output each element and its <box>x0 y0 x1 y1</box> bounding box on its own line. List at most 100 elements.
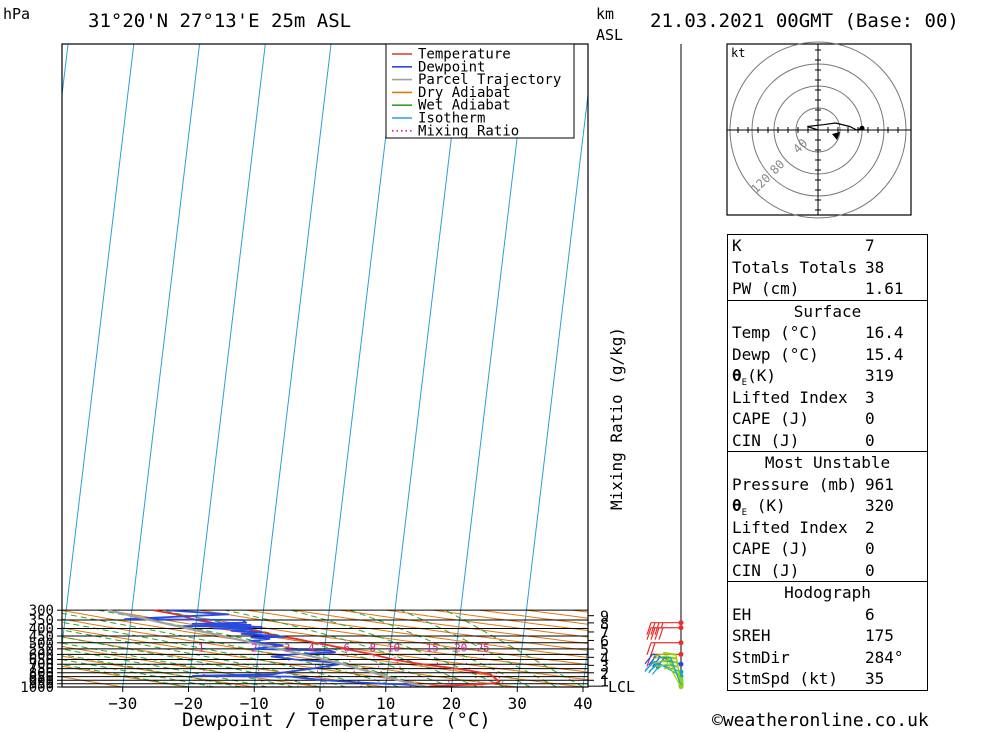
stmspd-label: StmSpd (kt) <box>732 669 838 688</box>
wind-barb-feather <box>646 642 652 655</box>
wind-barb-feather <box>646 622 652 635</box>
mixing-ratio-label: 25 <box>477 641 490 654</box>
hodograph-params-title: Hodograph <box>784 583 871 602</box>
wind-barb-shaft <box>670 657 682 686</box>
wind-barb-feather <box>654 622 660 635</box>
parcel-trajectory-line <box>107 609 429 687</box>
wet-adiabat-line <box>62 659 215 687</box>
wind-barb-feather <box>653 660 667 664</box>
wind-barb-feather <box>650 622 656 635</box>
mixing-ratio-label: 1 <box>198 641 205 654</box>
wet-adiabat-line <box>62 621 373 687</box>
wind-barb <box>653 660 684 690</box>
km-tick-label: 5 <box>600 641 609 659</box>
dry-adiabat-line <box>62 676 123 687</box>
wind-barb-feather <box>663 652 676 656</box>
stmdir-label: StmDir <box>732 647 790 667</box>
surface-cin-label: CIN (J) <box>732 430 800 450</box>
dry-adiabat-line <box>246 609 588 658</box>
wet-adiabat-line <box>400 609 557 687</box>
mixing-ratio-label: 20 <box>454 641 467 654</box>
mu-theta-label: θE (K) <box>732 496 786 519</box>
surface-theta-label: θE(K) <box>732 366 776 389</box>
indices-table: K 7 Totals Totals 38 PW (cm) 1.61 Surface T… <box>727 234 928 691</box>
legend-entry: Dry Adiabat <box>418 85 511 101</box>
legend-entry: Wet Adiabat <box>418 98 511 114</box>
hodograph-end-dot <box>859 125 865 131</box>
stmdir-value: 284° <box>865 647 904 667</box>
pressure-tick-label: 400 <box>29 622 54 638</box>
plot-frame <box>61 43 589 688</box>
mu-cape-value: 0 <box>865 539 875 558</box>
mu-li-label: Lifted Index <box>732 517 848 537</box>
temperature-tick-label: 20 <box>442 694 461 713</box>
mu-cin-value: 0 <box>865 560 875 580</box>
wind-barb-half-feather <box>671 665 678 668</box>
legend-box <box>385 43 575 139</box>
wind-barb-feather <box>645 660 656 671</box>
mixing-ratio-label: 10 <box>387 641 400 654</box>
surface-cin-value: 0 <box>865 430 875 450</box>
isotherm-line <box>62 44 69 99</box>
pressure-tick-label: 550 <box>29 642 54 658</box>
eh-label: EH <box>732 604 752 624</box>
temperature-tick-label: −20 <box>174 694 203 713</box>
temperature-tick-label: 30 <box>508 694 527 713</box>
dry-adiabat-line <box>386 609 588 638</box>
pressure-tick-label: 750 <box>29 662 54 678</box>
wind-barb-feather <box>654 627 660 640</box>
lcl-label: LCL <box>608 678 635 696</box>
pressure-tick-label: 300 <box>29 603 54 619</box>
surface-cape-label: CAPE (J) <box>732 409 810 428</box>
surface-temp-label: Temp (°C) <box>732 323 819 342</box>
km-tick-label: 4 <box>600 649 609 667</box>
mixing-ratio-label: 3 <box>284 641 291 654</box>
mu-pressure-label: Pressure (mb) <box>732 474 858 494</box>
pressure-tick-label: 350 <box>29 613 54 629</box>
asl-label: ASL <box>596 26 624 44</box>
isotherm-line <box>319 44 398 687</box>
datetime-title: 21.03.2021 00GMT (Base: 00) <box>650 10 959 32</box>
temperature-tick-label: 40 <box>573 694 592 713</box>
wind-barb-feather <box>663 651 676 655</box>
surface-li-label: Lifted Index <box>732 387 848 407</box>
pressure-tick-label: 600 <box>29 647 54 663</box>
wind-barb-feather <box>650 642 656 655</box>
x-axis-label: Dewpoint / Temperature (°C) <box>182 709 491 731</box>
temperature-tick-labels: −30 −20 −10 0 10 20 30 40 <box>108 687 593 713</box>
mu-cin-label: CIN (J) <box>732 560 800 580</box>
totals-label: Totals Totals <box>732 257 858 277</box>
wind-barb <box>646 625 684 640</box>
mixing-ratio-label: 6 <box>343 641 350 654</box>
mixing-ratio-label: 8 <box>369 641 376 654</box>
surface-li-value: 3 <box>865 387 875 407</box>
copyright-text[interactable]: ©weatheronline.co.uk <box>712 710 929 731</box>
pressure-tick-label: 500 <box>29 636 54 652</box>
hodograph-track <box>807 122 863 131</box>
pressure-tick-label: 700 <box>29 657 54 673</box>
mixing-ratio-labels: 1 2 3 4 6 8 10 15 20 25 <box>198 641 490 654</box>
wet-adiabat-line <box>98 609 426 687</box>
wet-adiabat-line <box>445 609 584 687</box>
mixing-ratio-label: 4 <box>308 641 315 654</box>
wet-adiabat-line <box>225 609 478 687</box>
isotherm-line <box>385 44 464 687</box>
isotherm-line <box>188 44 266 687</box>
km-tick-label: 1 <box>600 672 609 690</box>
isotherm-line <box>451 44 529 687</box>
wind-barb-feather <box>648 662 659 673</box>
pressure-tick-label: 850 <box>29 670 54 686</box>
pressure-tick-label: 1000 <box>20 680 54 696</box>
km-tick-label: 8 <box>600 615 609 633</box>
km-tick-label: 6 <box>600 632 609 650</box>
totals-value: 38 <box>865 257 885 277</box>
eh-value: 6 <box>865 604 875 624</box>
temperature-tick-label: −30 <box>108 694 137 713</box>
temperature-tick-label: −10 <box>240 694 269 713</box>
mu-li-value: 2 <box>865 517 875 537</box>
sreh-label: SREH <box>732 626 771 645</box>
most-unstable-title: Most Unstable <box>764 453 891 472</box>
sounding-series <box>107 609 501 687</box>
wind-barb-feather <box>644 653 654 665</box>
